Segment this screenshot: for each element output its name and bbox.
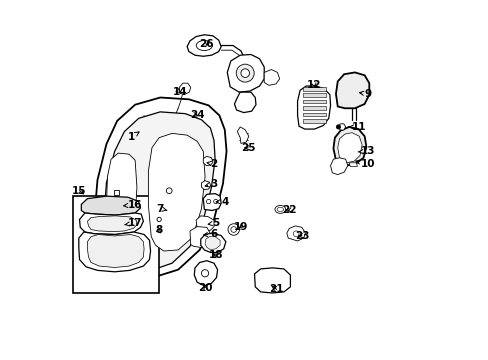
Polygon shape [302, 87, 325, 91]
Text: 24: 24 [190, 111, 205, 121]
Polygon shape [94, 98, 226, 279]
Polygon shape [148, 134, 204, 251]
Polygon shape [348, 163, 357, 166]
Text: 10: 10 [355, 159, 375, 169]
Polygon shape [337, 133, 362, 163]
Polygon shape [190, 226, 210, 247]
Polygon shape [302, 119, 325, 123]
Polygon shape [330, 158, 347, 175]
Text: 20: 20 [198, 283, 212, 293]
Polygon shape [237, 127, 248, 143]
Text: 4: 4 [216, 197, 228, 207]
Text: 3: 3 [205, 179, 217, 189]
Polygon shape [194, 261, 217, 286]
Text: 15: 15 [72, 186, 86, 196]
Text: 16: 16 [123, 200, 142, 210]
Polygon shape [81, 196, 140, 215]
Circle shape [336, 125, 340, 129]
Polygon shape [80, 213, 143, 234]
Text: 22: 22 [282, 206, 296, 216]
Circle shape [206, 199, 210, 204]
Polygon shape [333, 127, 366, 166]
Text: 6: 6 [203, 229, 217, 239]
Text: 13: 13 [357, 146, 375, 156]
Text: 5: 5 [208, 218, 219, 228]
Polygon shape [187, 35, 221, 56]
Circle shape [236, 64, 254, 82]
Text: 1: 1 [128, 132, 139, 142]
Text: 11: 11 [348, 122, 366, 132]
Text: 12: 12 [306, 80, 321, 90]
Polygon shape [103, 112, 215, 270]
Text: 9: 9 [359, 89, 371, 99]
Text: 18: 18 [208, 250, 223, 260]
Polygon shape [338, 124, 345, 130]
Text: 14: 14 [172, 87, 187, 97]
Polygon shape [297, 86, 330, 129]
Polygon shape [302, 106, 325, 110]
Circle shape [166, 188, 172, 194]
Text: 17: 17 [124, 218, 142, 228]
Text: 23: 23 [294, 231, 308, 240]
Polygon shape [254, 268, 290, 293]
Circle shape [241, 69, 249, 77]
Text: 19: 19 [233, 222, 247, 231]
Text: 8: 8 [155, 225, 163, 235]
Polygon shape [201, 181, 210, 190]
Polygon shape [234, 92, 255, 113]
Ellipse shape [196, 41, 212, 50]
Polygon shape [201, 233, 225, 252]
Circle shape [201, 270, 208, 277]
Circle shape [213, 199, 218, 204]
Text: 21: 21 [269, 284, 284, 294]
Circle shape [227, 224, 239, 235]
Circle shape [157, 217, 161, 222]
Polygon shape [227, 54, 264, 92]
Polygon shape [203, 156, 212, 166]
Text: 2: 2 [206, 159, 217, 169]
Polygon shape [204, 237, 220, 249]
Text: 26: 26 [199, 39, 214, 49]
Polygon shape [302, 100, 325, 103]
Polygon shape [106, 153, 137, 239]
Bar [73, 196, 159, 293]
Polygon shape [196, 216, 214, 231]
Polygon shape [264, 69, 279, 85]
Polygon shape [87, 234, 144, 267]
Text: 7: 7 [156, 204, 166, 214]
Polygon shape [203, 194, 221, 211]
Ellipse shape [274, 206, 285, 213]
Circle shape [293, 231, 298, 237]
Text: 25: 25 [241, 143, 255, 153]
Polygon shape [79, 232, 150, 272]
Polygon shape [286, 226, 305, 241]
Circle shape [230, 226, 236, 232]
Polygon shape [302, 93, 325, 97]
Polygon shape [113, 190, 119, 195]
Polygon shape [87, 216, 137, 231]
Ellipse shape [277, 207, 283, 212]
Polygon shape [335, 72, 368, 108]
Polygon shape [179, 83, 190, 95]
Polygon shape [302, 113, 325, 116]
